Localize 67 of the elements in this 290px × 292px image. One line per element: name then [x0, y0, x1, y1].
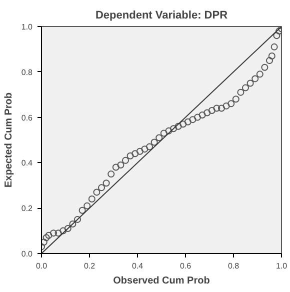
point	[246, 80, 254, 87]
point	[218, 104, 225, 112]
y-tick-label: 0.4	[21, 158, 34, 168]
x-tick-label: 0.6	[180, 262, 192, 270]
point	[252, 75, 259, 82]
point	[42, 234, 50, 242]
y-tick-label: 0.0	[21, 250, 34, 258]
point	[189, 116, 196, 124]
point	[45, 232, 52, 239]
point	[237, 88, 244, 96]
point	[93, 188, 100, 196]
point	[174, 122, 182, 130]
point	[126, 152, 134, 160]
point	[266, 57, 273, 64]
x-tick-label: 1.0	[276, 262, 288, 270]
point	[204, 109, 211, 116]
x-tick-label: 0.2	[84, 262, 96, 270]
chart-title: Dependent Variable: DPR	[95, 10, 228, 22]
y-tick-label: 0.8	[21, 68, 34, 77]
point	[84, 202, 91, 210]
point	[122, 156, 129, 164]
x-tick-label: 0.0	[36, 262, 48, 270]
point	[184, 118, 192, 126]
point	[102, 180, 110, 187]
point	[141, 146, 148, 153]
point	[242, 84, 249, 92]
point	[78, 206, 86, 214]
point	[112, 164, 120, 171]
point	[273, 32, 280, 40]
point	[132, 150, 139, 158]
y-tick-label: 0.2	[21, 204, 34, 214]
x-axis-title: Observed Cum Prob	[113, 276, 210, 286]
point	[180, 120, 187, 128]
point	[228, 100, 235, 108]
point	[156, 134, 163, 142]
point	[270, 43, 278, 50]
point	[165, 127, 172, 134]
point	[60, 227, 67, 234]
point	[117, 161, 124, 168]
point	[208, 106, 216, 114]
point	[256, 70, 264, 78]
point	[42, 238, 48, 246]
point	[194, 114, 201, 121]
y-axis-title: Expected Cum Prob	[3, 92, 14, 188]
point	[268, 52, 276, 60]
x-tick-label: 0.8	[228, 262, 240, 270]
point	[222, 102, 230, 110]
point	[170, 125, 177, 132]
point	[54, 230, 62, 237]
point	[64, 225, 72, 232]
point	[98, 184, 105, 192]
point	[232, 96, 240, 103]
point	[88, 196, 96, 203]
point	[198, 112, 206, 119]
y-tick-label: 0.6	[21, 113, 34, 122]
point	[261, 64, 268, 71]
point	[213, 104, 220, 112]
point	[74, 216, 81, 223]
point	[69, 220, 76, 228]
point	[150, 138, 158, 146]
point	[50, 230, 57, 237]
point	[160, 130, 168, 137]
y-tick-label: 1.0	[21, 22, 34, 32]
point	[108, 170, 115, 178]
point	[146, 143, 153, 150]
point	[136, 148, 144, 155]
x-tick-label: 0.4	[132, 262, 144, 270]
